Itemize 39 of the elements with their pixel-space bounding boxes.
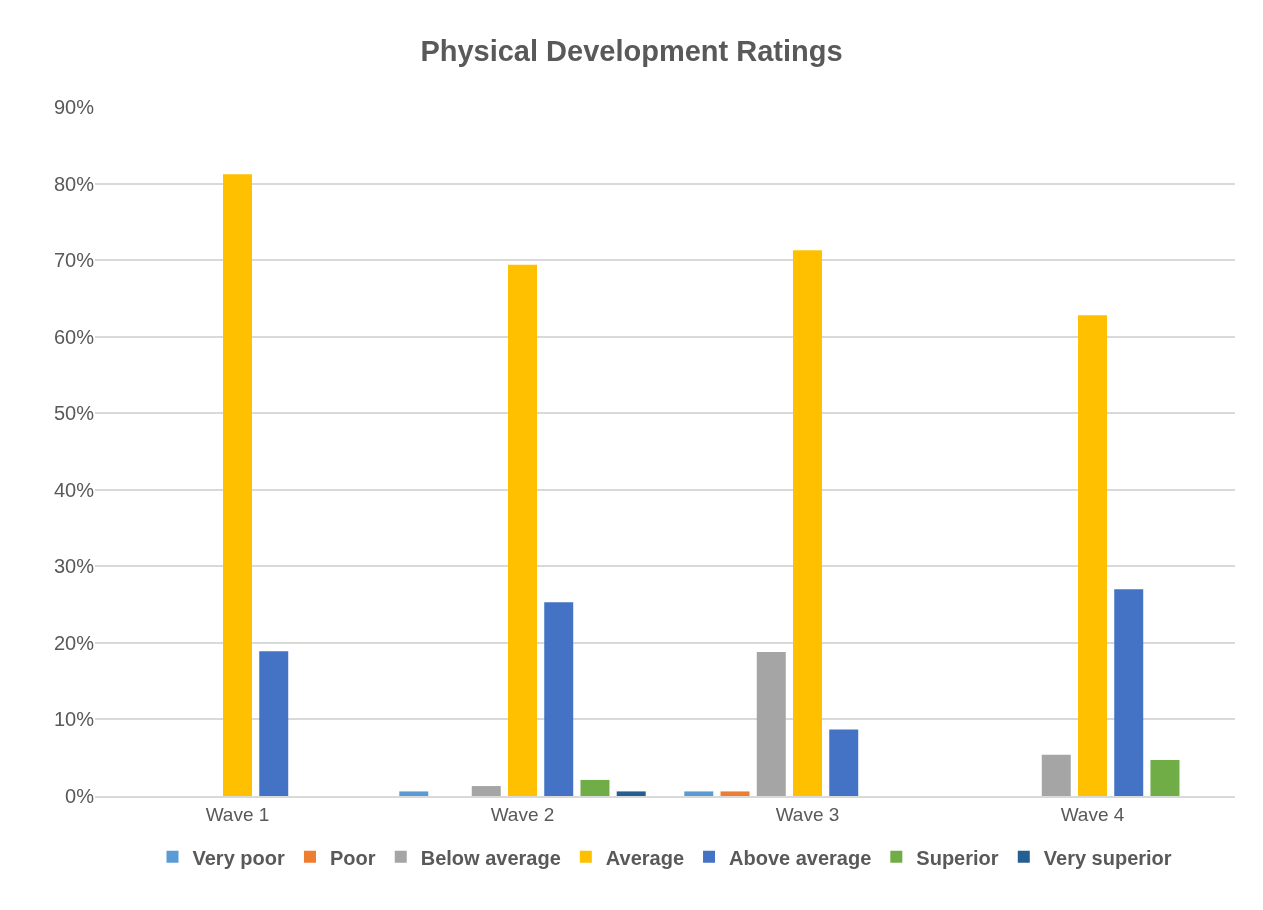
bar [720,791,750,796]
legend-label: Superior [916,846,999,869]
bar [1078,315,1107,796]
bar [1114,589,1144,796]
legend-label: Above average [729,846,872,869]
y-tick-label: 70% [53,249,95,272]
legend-label: Poor [329,846,376,869]
legend-label: Very poor [192,846,285,869]
bar [580,779,610,796]
y-tick-label: 60% [53,325,95,348]
bar [259,651,289,796]
bar [223,174,252,796]
bar [508,264,537,796]
y-tick-label: 10% [53,708,95,731]
chart-title: Physical Development Ratings [420,35,843,68]
y-tick-label: 50% [53,402,95,425]
bar [544,602,574,796]
bar [399,791,429,796]
x-tick-label: Wave 2 [490,803,555,825]
y-tick-label: 20% [53,631,95,654]
bar [1150,760,1180,796]
y-tick-label: 80% [53,172,95,195]
bar [471,786,501,796]
x-tick-label: Wave 3 [775,803,840,825]
legend-label: Below average [420,846,561,869]
bar [616,791,646,796]
legend-label: Very superior [1043,846,1172,869]
bar [829,729,859,796]
bar [793,250,822,796]
bar [1041,754,1071,796]
y-tick-label: 30% [53,555,95,578]
y-tick-label: 90% [53,96,95,118]
bar [684,791,714,796]
x-tick-label: Wave 4 [1060,803,1125,825]
y-tick-label: 40% [53,478,95,501]
x-tick-label: Wave 1 [205,803,270,825]
y-tick-label: 0% [65,785,95,807]
legend-label: Average [605,846,685,869]
bar [756,652,786,796]
